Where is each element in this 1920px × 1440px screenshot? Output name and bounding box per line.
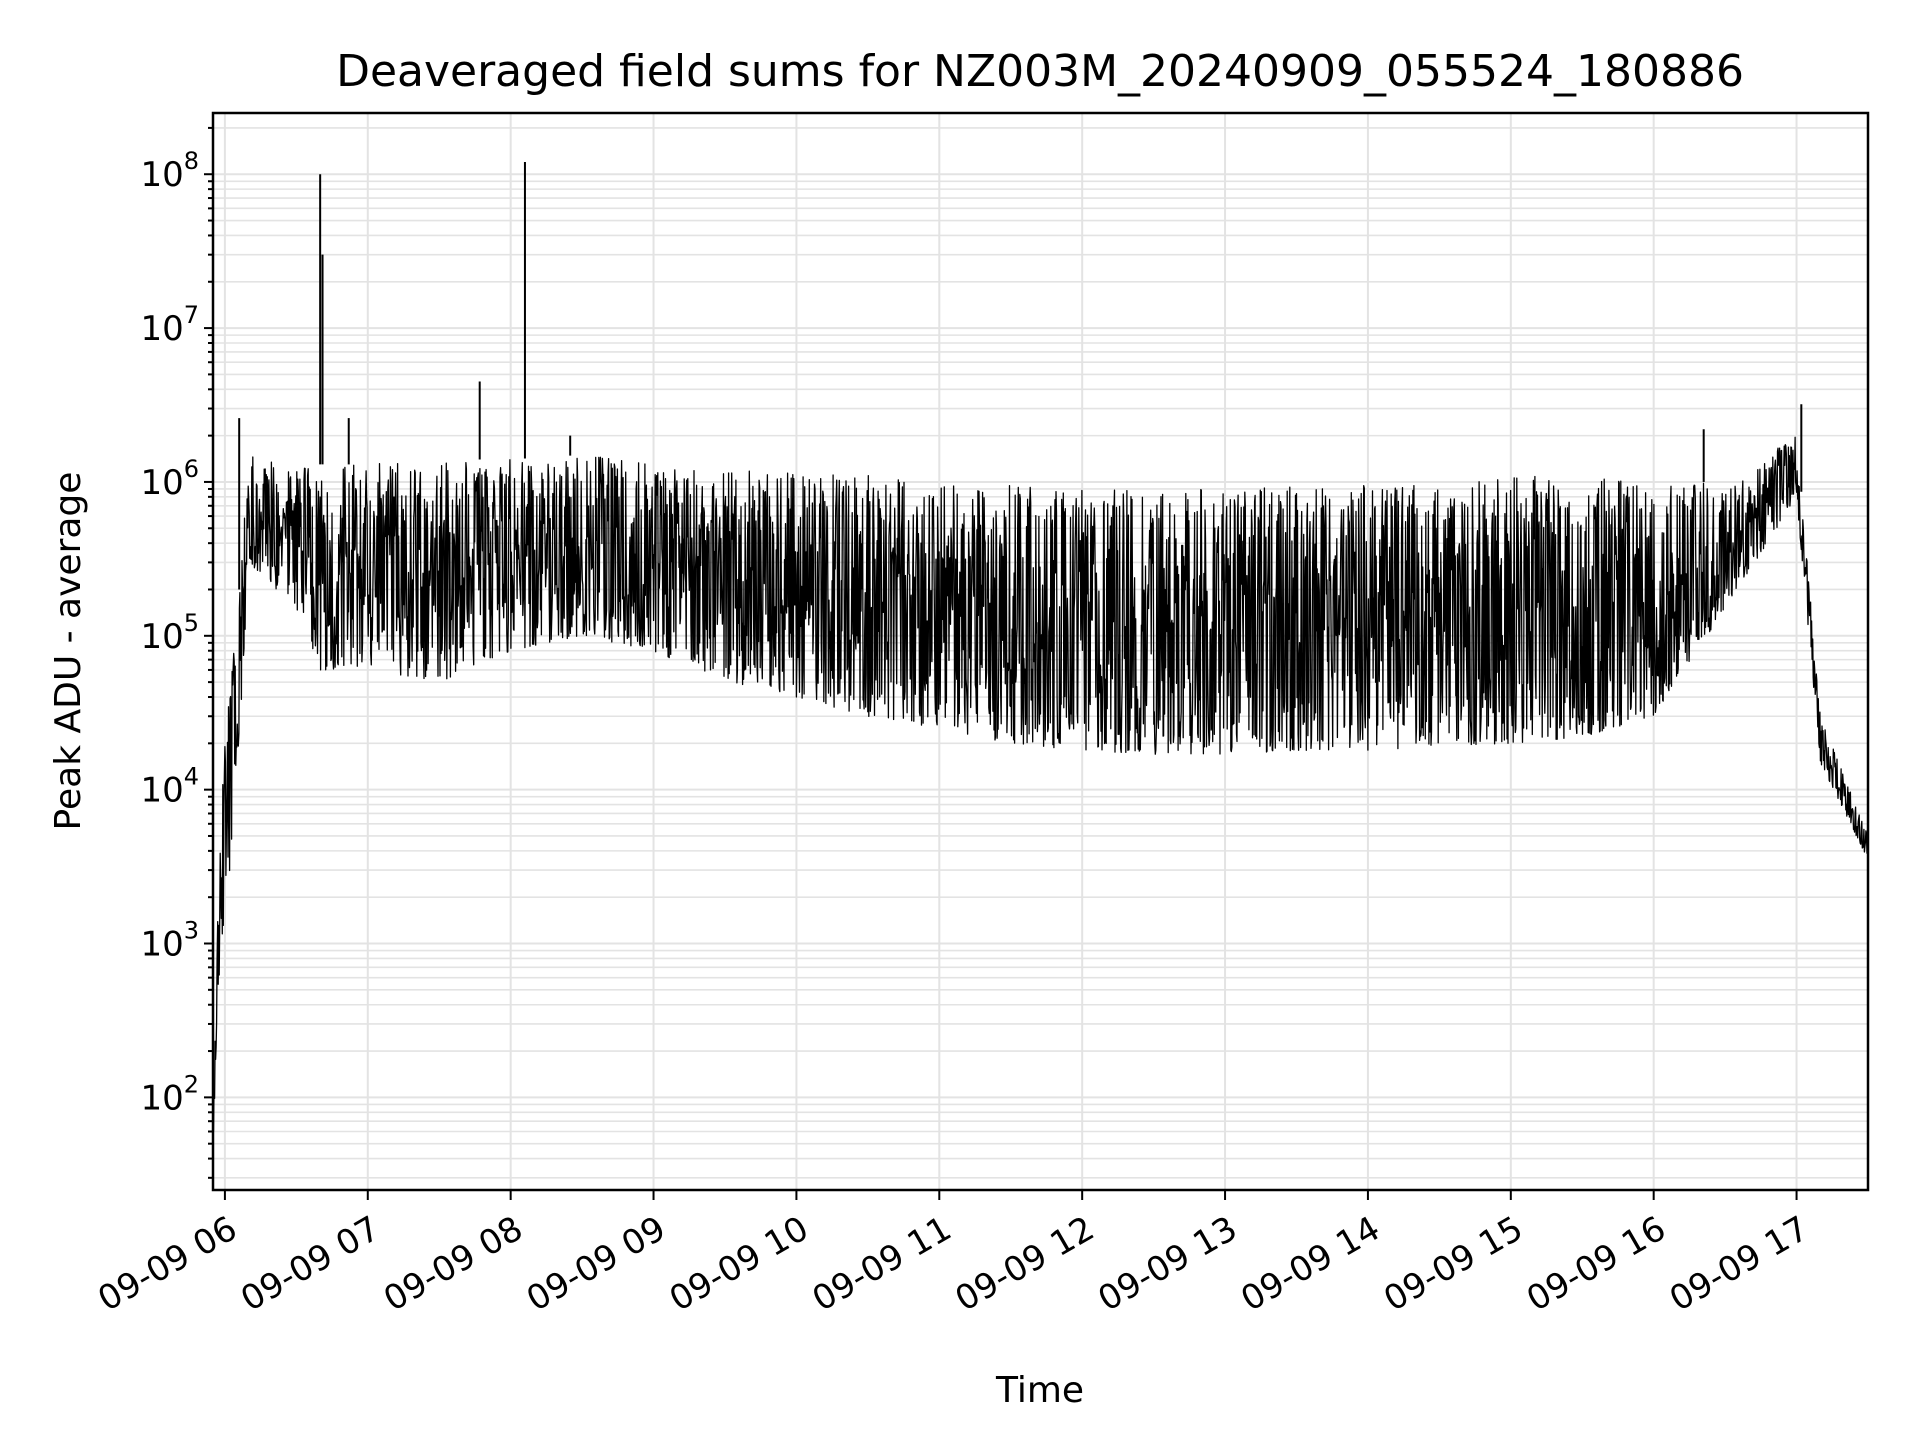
y-tick-label: 106 [140, 455, 199, 503]
y-tick-label: 107 [140, 301, 199, 349]
x-tick-label: 09-09 10 [663, 1209, 815, 1320]
x-tick-label: 09-09 12 [949, 1209, 1101, 1320]
y-tick-label: 105 [140, 609, 199, 657]
data-layer [212, 162, 1869, 1139]
x-tick-label: 09-09 11 [806, 1209, 958, 1320]
x-tick-label: 09-09 06 [91, 1209, 243, 1320]
x-axis-label: Time [995, 1370, 1084, 1411]
x-tick-label: 09-09 16 [1520, 1209, 1672, 1320]
y-tick-label: 108 [140, 147, 199, 195]
grid-layer [213, 113, 1868, 1190]
x-tick-label: 09-09 15 [1377, 1209, 1529, 1320]
y-tick-label: 104 [140, 763, 199, 811]
x-tick-label: 09-09 17 [1663, 1209, 1815, 1320]
x-tick-label: 09-09 13 [1092, 1209, 1244, 1320]
x-tick-label: 09-09 09 [520, 1209, 672, 1320]
x-tick-label: 09-09 07 [234, 1209, 386, 1320]
chart-title: Deaveraged field sums for NZ003M_2024090… [336, 46, 1744, 97]
x-tick-label: 09-09 14 [1234, 1209, 1386, 1320]
y-tick-label: 102 [140, 1070, 199, 1118]
y-axis-label: Peak ADU - average [48, 472, 89, 831]
series-line [212, 436, 1869, 1139]
y-tick-label: 103 [140, 917, 199, 965]
x-tick-label: 09-09 08 [377, 1209, 529, 1320]
